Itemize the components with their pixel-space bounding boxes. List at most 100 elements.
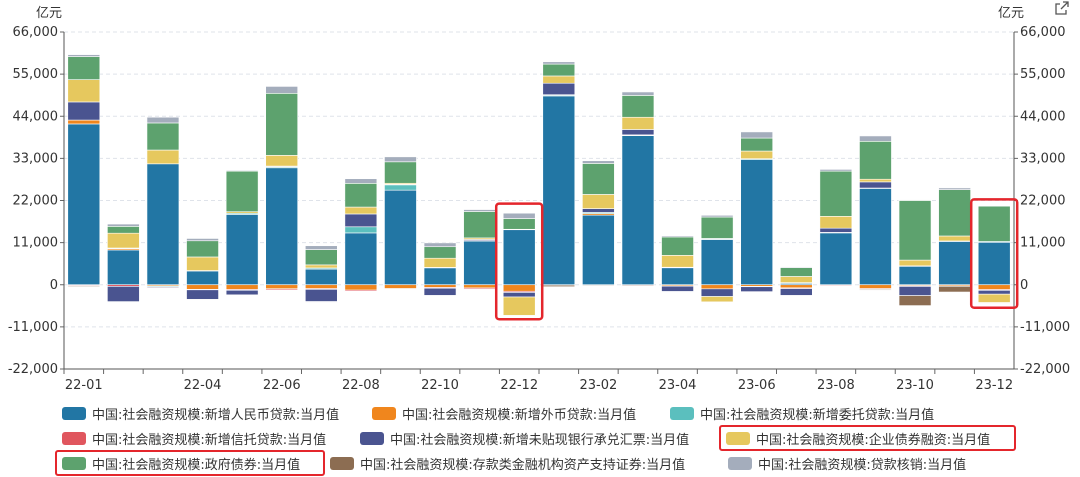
legend-item[interactable]: 中国:社会融资规模:存款类金融机构资产支持证券:当月值: [330, 454, 685, 473]
bar-segment[interactable]: [67, 119, 101, 125]
bar-segment[interactable]: [621, 129, 655, 136]
bar-segment[interactable]: [225, 294, 259, 296]
legend-item[interactable]: 中国:社会融资规模:新增未贴现银行承兑汇票:当月值: [360, 429, 689, 448]
bar-segment[interactable]: [859, 187, 892, 286]
bar-segment[interactable]: [661, 255, 694, 268]
bar-segment[interactable]: [502, 292, 536, 298]
bar-segment[interactable]: [344, 290, 378, 293]
bar-segment[interactable]: [542, 61, 576, 65]
bar-segment[interactable]: [542, 95, 576, 286]
bar-segment[interactable]: [898, 265, 932, 286]
bar-segment[interactable]: [502, 212, 536, 219]
bar-segment[interactable]: [779, 266, 813, 268]
bar-segment[interactable]: [977, 293, 1011, 303]
bar-segment[interactable]: [661, 291, 694, 293]
bar-segment[interactable]: [740, 150, 774, 160]
bar-segment[interactable]: [146, 116, 180, 124]
bar-segment[interactable]: [740, 291, 774, 293]
bar-segment[interactable]: [265, 284, 299, 290]
bar-segment[interactable]: [582, 284, 615, 287]
legend-item[interactable]: 中国:社会融资规模:企业债券融资:当月值: [726, 429, 990, 448]
bar-segment[interactable]: [304, 268, 338, 286]
bar-segment[interactable]: [502, 229, 536, 286]
bar-segment[interactable]: [384, 161, 417, 184]
bar-segment[interactable]: [740, 137, 774, 152]
bar-segment[interactable]: [938, 187, 971, 190]
bar-segment[interactable]: [898, 295, 932, 306]
bar-segment[interactable]: [463, 209, 496, 212]
bar-segment[interactable]: [423, 242, 457, 248]
bar-segment[interactable]: [384, 189, 417, 286]
bar-segment[interactable]: [819, 227, 853, 233]
bar-segment[interactable]: [621, 285, 655, 287]
bar-segment[interactable]: [819, 169, 853, 172]
bar-segment[interactable]: [107, 226, 140, 234]
bar-segment[interactable]: [977, 205, 1011, 207]
bar-segment[interactable]: [463, 284, 496, 289]
bar-segment[interactable]: [304, 264, 338, 269]
bar-segment[interactable]: [819, 170, 853, 217]
bar-segment[interactable]: [542, 82, 576, 96]
bar-segment[interactable]: [977, 241, 1011, 286]
bar-segment[interactable]: [977, 205, 1011, 242]
bar-segment[interactable]: [938, 189, 971, 237]
legend-item[interactable]: 中国:社会融资规模:贷款核销:当月值: [728, 454, 966, 473]
bar-segment[interactable]: [582, 208, 615, 213]
bar-segment[interactable]: [859, 289, 892, 291]
bar-segment[interactable]: [661, 235, 694, 238]
bar-segment[interactable]: [186, 299, 219, 301]
bar-segment[interactable]: [700, 296, 734, 303]
bar-segment[interactable]: [463, 211, 496, 239]
bar-segment[interactable]: [146, 149, 180, 165]
bar-segment[interactable]: [859, 141, 892, 180]
bar-segment[interactable]: [384, 156, 417, 163]
bar-segment[interactable]: [977, 302, 1011, 304]
bar-segment[interactable]: [542, 284, 576, 287]
bar-segment[interactable]: [463, 288, 496, 290]
bar-segment[interactable]: [384, 184, 417, 191]
bar-segment[interactable]: [225, 170, 259, 213]
bar-segment[interactable]: [859, 135, 892, 142]
bar-segment[interactable]: [502, 296, 536, 316]
bar-segment[interactable]: [423, 284, 457, 288]
bar-segment[interactable]: [146, 163, 180, 286]
legend-item[interactable]: 中国:社会融资规模:政府债券:当月值: [62, 454, 300, 473]
bar-segment[interactable]: [661, 267, 694, 286]
bar-segment[interactable]: [740, 286, 774, 293]
bar-segment[interactable]: [621, 95, 655, 118]
bar-segment[interactable]: [859, 178, 892, 183]
bar-segment[interactable]: [779, 295, 813, 297]
bar-segment[interactable]: [107, 249, 140, 286]
bar-segment[interactable]: [265, 155, 299, 167]
bar-segment[interactable]: [344, 178, 378, 184]
bar-segment[interactable]: [344, 206, 378, 215]
bar-segment[interactable]: [423, 267, 457, 286]
bar-segment[interactable]: [186, 256, 219, 271]
bar-segment[interactable]: [146, 287, 180, 290]
bar-segment[interactable]: [898, 200, 932, 261]
bar-segment[interactable]: [740, 131, 774, 139]
bar-segment[interactable]: [67, 101, 101, 121]
bar-segment[interactable]: [423, 246, 457, 259]
bar-segment[interactable]: [779, 288, 813, 296]
bar-segment[interactable]: [344, 213, 378, 228]
bar-segment[interactable]: [67, 79, 101, 103]
bar-segment[interactable]: [67, 285, 101, 287]
bar-segment[interactable]: [700, 288, 734, 297]
bar-segment[interactable]: [67, 54, 101, 57]
bar-segment[interactable]: [304, 301, 338, 303]
bar-segment[interactable]: [621, 91, 655, 96]
legend-item[interactable]: 中国:社会融资规模:新增信托贷款:当月值: [62, 429, 326, 448]
bar-segment[interactable]: [107, 301, 140, 303]
legend-item[interactable]: 中国:社会融资规模:新增外币贷款:当月值: [372, 404, 636, 423]
bar-segment[interactable]: [661, 236, 694, 256]
bar-segment[interactable]: [304, 245, 338, 250]
bar-segment[interactable]: [740, 159, 774, 286]
bar-segment[interactable]: [304, 249, 338, 266]
bar-segment[interactable]: [344, 284, 378, 291]
bar-segment[interactable]: [779, 276, 813, 283]
bar-segment[interactable]: [265, 86, 299, 94]
bar-segment[interactable]: [67, 56, 101, 80]
bar-segment[interactable]: [819, 232, 853, 286]
bar-segment[interactable]: [67, 123, 101, 286]
